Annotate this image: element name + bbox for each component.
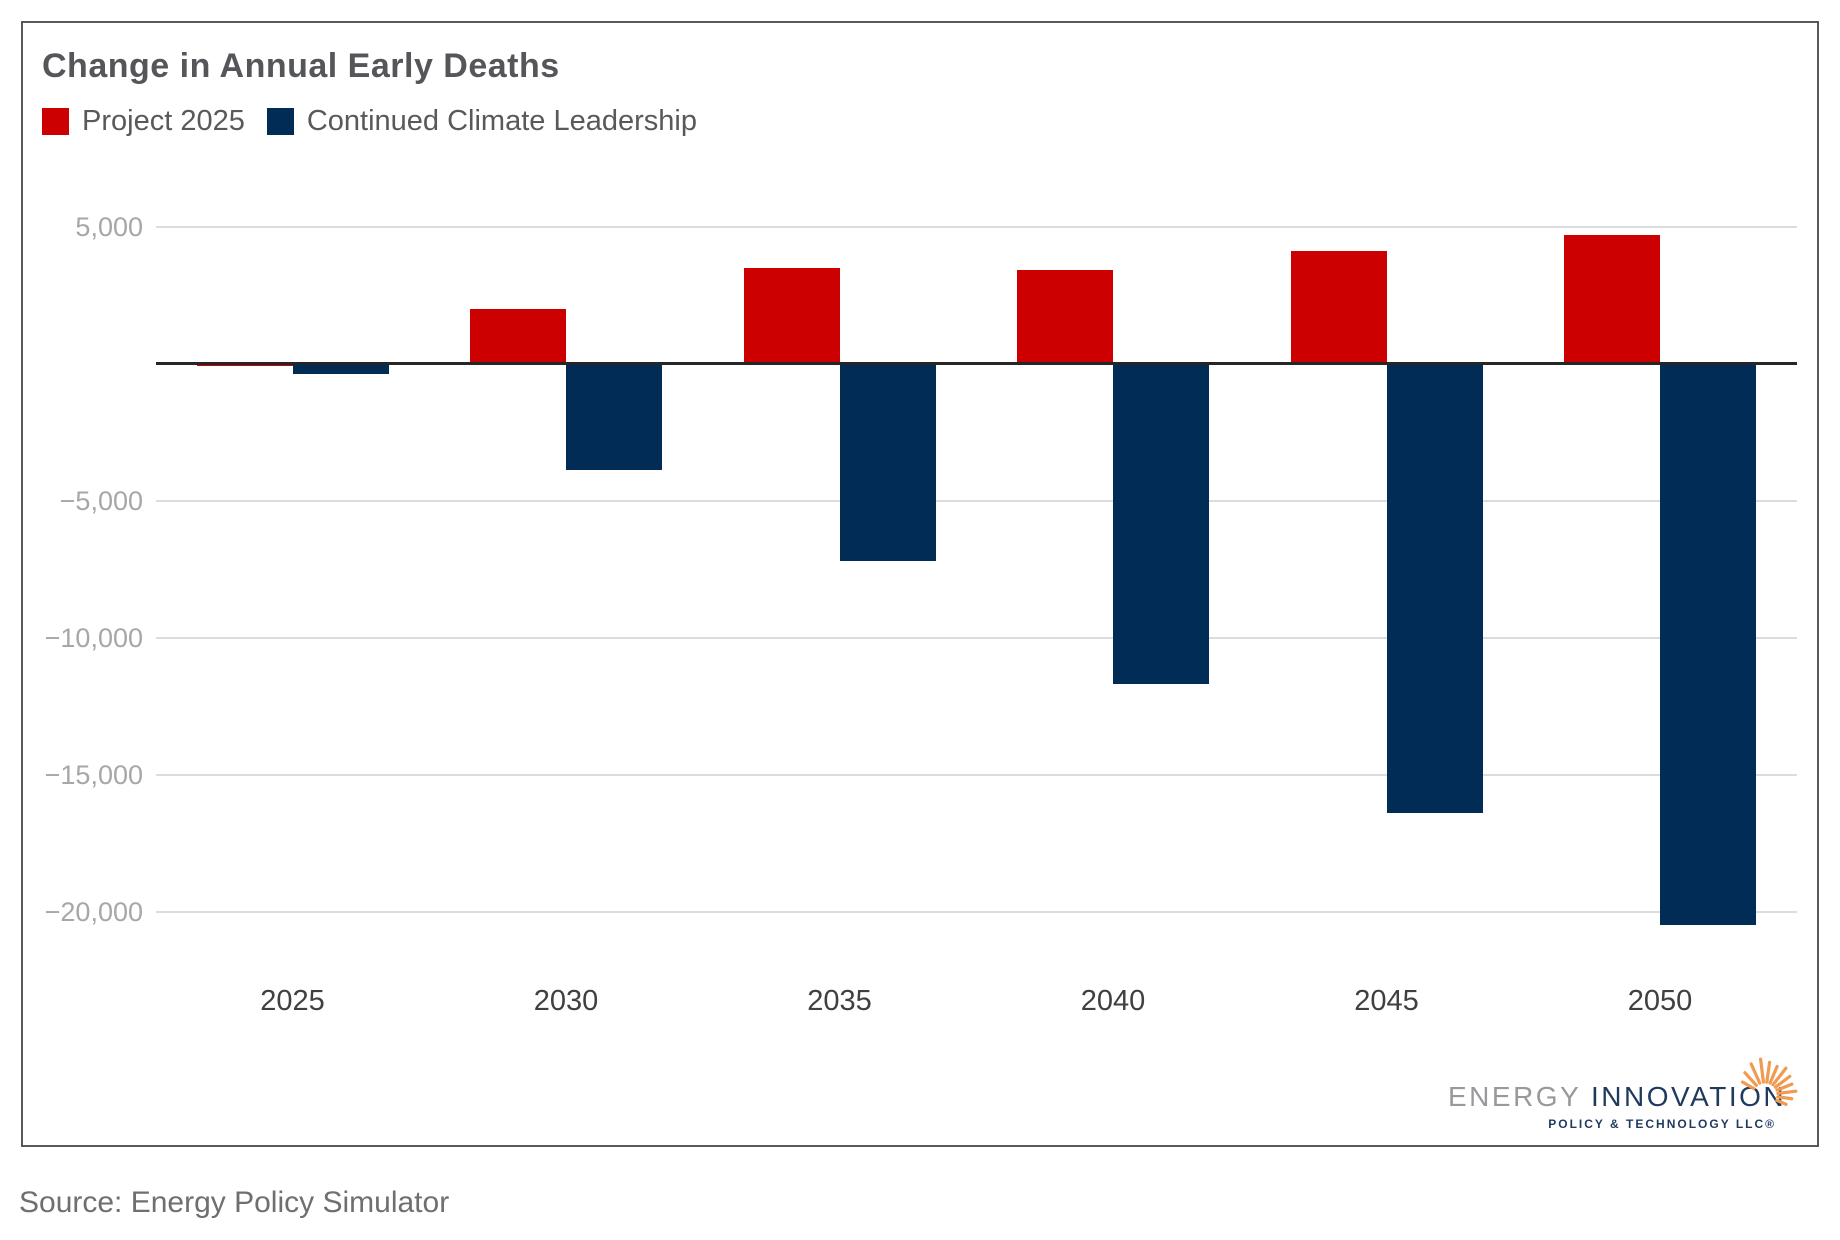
bar-project-2025-2050 bbox=[1564, 234, 1660, 364]
sunburst-ray bbox=[1768, 1064, 1779, 1085]
bar-continued-climate-leadership-2050 bbox=[1660, 363, 1756, 926]
sunburst-ray bbox=[1765, 1060, 1772, 1084]
sunburst-ray bbox=[1776, 1089, 1798, 1096]
bar-continued-climate-leadership-2045 bbox=[1386, 363, 1483, 813]
x-axis-tick-label: 2045 bbox=[1354, 985, 1419, 1017]
sunburst-ray bbox=[1775, 1082, 1794, 1092]
y-axis-tick-label: −15,000 bbox=[44, 759, 143, 790]
logo-subtitle: POLICY & TECHNOLOGY LLC® bbox=[1548, 1117, 1776, 1131]
sunburst-ray bbox=[1773, 1074, 1792, 1089]
legend-swatch-continued-climate-leadership bbox=[266, 108, 294, 135]
bar-project-2025-2040 bbox=[1017, 270, 1113, 364]
sunburst-ray bbox=[1776, 1095, 1794, 1101]
source-note: Source: Energy Policy Simulator bbox=[19, 1186, 450, 1219]
legend: Project 2025 Continued Climate Leadershi… bbox=[42, 105, 697, 138]
sunburst-ray bbox=[1771, 1066, 1788, 1087]
y-axis-tick-label: −10,000 bbox=[44, 622, 143, 653]
bar-project-2025-2045 bbox=[1290, 251, 1387, 364]
x-axis-tick-label: 2025 bbox=[260, 985, 325, 1017]
sunburst-ray bbox=[1740, 1080, 1756, 1091]
gridline-−5,000 bbox=[156, 499, 1797, 502]
bar-continued-climate-leadership-2025 bbox=[292, 363, 389, 375]
x-axis-tick-label: 2030 bbox=[533, 985, 599, 1017]
bar-continued-climate-leadership-2035 bbox=[839, 363, 936, 561]
bar-project-2025-2035 bbox=[743, 267, 840, 364]
sunburst-ray bbox=[1749, 1062, 1762, 1085]
x-axis-tick-label: 2050 bbox=[1627, 985, 1693, 1017]
x-axis-tick-label: 2035 bbox=[807, 985, 872, 1017]
gridline-−15,000 bbox=[156, 773, 1797, 776]
legend-item-project-2025: Project 2025 bbox=[42, 105, 245, 138]
legend-item-continued-climate-leadership: Continued Climate Leadership bbox=[266, 105, 697, 138]
logo-energy-innovation: ENERGY INNOVATION bbox=[1448, 1081, 1786, 1113]
chart-card: Change in Annual Early Deaths Project 20… bbox=[21, 21, 1819, 1147]
y-axis-tick-label: 5,000 bbox=[75, 211, 143, 242]
legend-label-continued-climate-leadership: Continued Climate Leadership bbox=[306, 105, 697, 137]
sunburst-icon bbox=[1740, 1057, 1798, 1106]
logo-word-energy: ENERGY bbox=[1448, 1081, 1592, 1112]
sunburst-ray bbox=[1743, 1071, 1758, 1087]
zero-axis-line bbox=[156, 362, 1797, 365]
gridline-5,000 bbox=[156, 225, 1797, 228]
gridline-−10,000 bbox=[156, 636, 1797, 639]
chart-title: Change in Annual Early Deaths bbox=[42, 47, 560, 85]
sunburst-ray bbox=[1775, 1098, 1788, 1106]
x-axis-tick-label: 2040 bbox=[1080, 985, 1146, 1017]
sunburst-ray bbox=[1759, 1057, 1766, 1084]
bar-continued-climate-leadership-2040 bbox=[1113, 363, 1209, 685]
y-axis-tick-label: −20,000 bbox=[44, 896, 143, 927]
y-axis-tick-label: −5,000 bbox=[59, 485, 143, 516]
gridline-−20,000 bbox=[156, 910, 1797, 913]
legend-label-project-2025: Project 2025 bbox=[82, 105, 245, 137]
legend-swatch-project-2025 bbox=[42, 108, 69, 135]
bar-continued-climate-leadership-2030 bbox=[566, 363, 662, 471]
bar-project-2025-2030 bbox=[470, 308, 566, 364]
